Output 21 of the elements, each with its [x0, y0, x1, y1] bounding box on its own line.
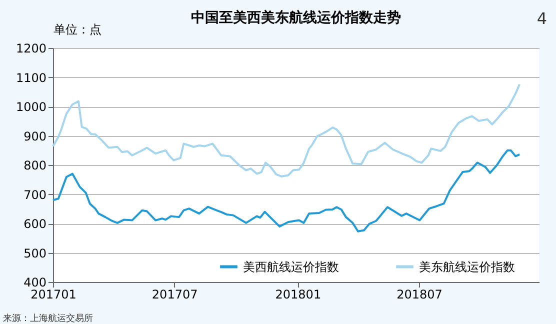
- x-tick-label: 201801: [275, 288, 322, 302]
- y-tick-label: 600: [24, 217, 46, 231]
- y-tick-label: 1100: [16, 70, 46, 85]
- y-tick-label: 500: [24, 246, 46, 260]
- line-series: [52, 83, 521, 178]
- legend-label: 美西航线运价指数: [243, 260, 340, 274]
- y-tick-label: 400: [24, 276, 46, 290]
- x-tick-label: 201807: [396, 288, 442, 302]
- source-note: 来源：上海航运交易所: [3, 313, 93, 324]
- x-tick-label: 201707: [152, 288, 198, 302]
- y-tick-label: 1200: [16, 42, 46, 56]
- legend-label: 美东航线运价指数: [419, 260, 516, 274]
- line-series: [52, 149, 521, 232]
- text: 4: [536, 9, 548, 28]
- y-axis-title: 单位：点: [54, 22, 102, 36]
- chart-title: 中国至美西美东航线运价指数走势: [191, 9, 401, 26]
- y-tick-label: 900: [24, 129, 46, 144]
- y-tick-label: 700: [24, 188, 46, 202]
- y-tick-label: 1000: [16, 100, 46, 114]
- x-tick-label: 201701: [30, 288, 76, 302]
- y-tick-label: 800: [24, 158, 46, 172]
